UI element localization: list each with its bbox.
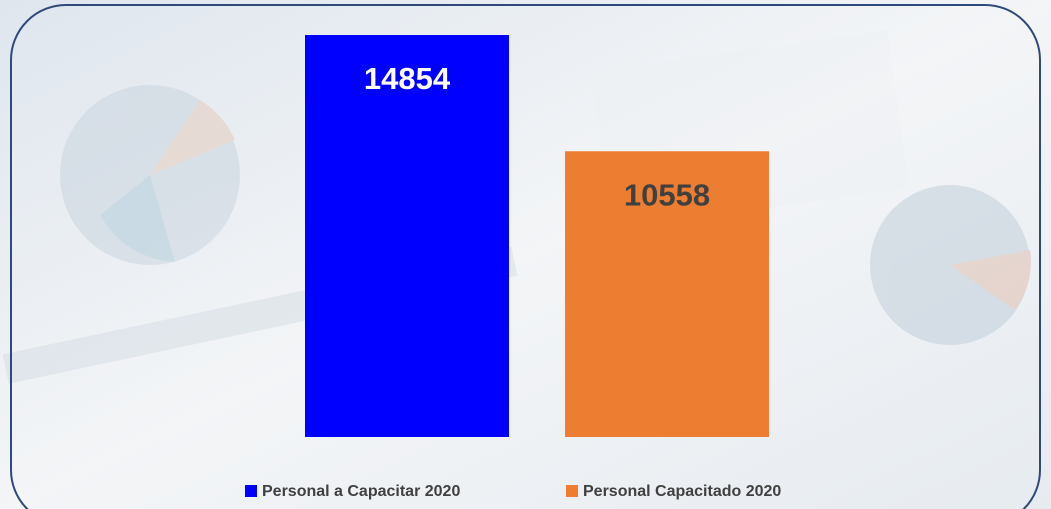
legend-label: Personal Capacitado 2020 <box>583 483 781 500</box>
legend-label: Personal a Capacitar 2020 <box>262 483 460 500</box>
data-label: 14854 <box>364 61 451 96</box>
chart: 14854 Personal a Capacitar 2020 10558 Perso… <box>0 0 1051 509</box>
legend-swatch <box>245 485 257 497</box>
data-label: 10558 <box>624 177 710 212</box>
page: {"chart_data": {"type": "bar", "series":… <box>0 0 1051 509</box>
legend-swatch <box>566 485 578 497</box>
